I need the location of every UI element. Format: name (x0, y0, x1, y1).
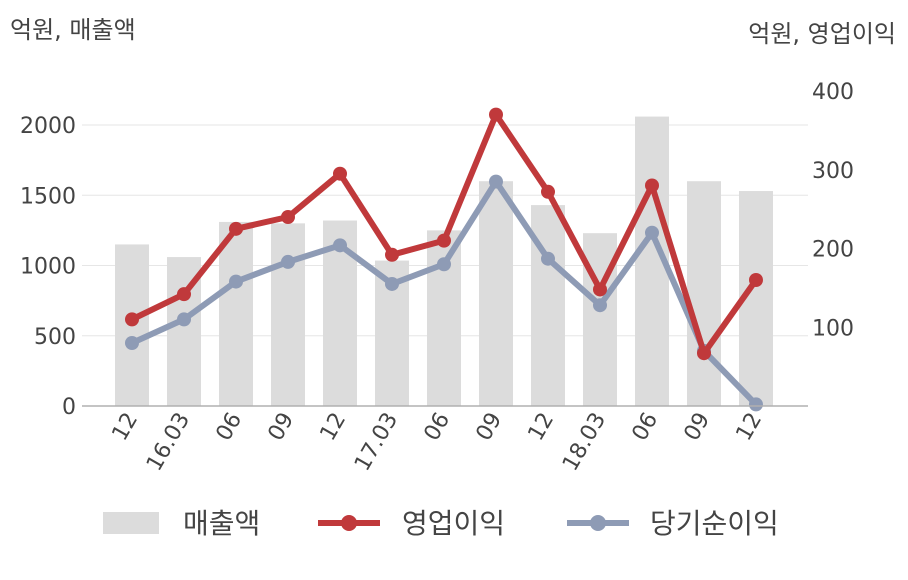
left-tick-label: 1500 (20, 184, 76, 209)
point-net-income (489, 174, 503, 189)
right-tick-label: 100 (812, 316, 854, 341)
x-tick-label: 09 (472, 409, 508, 446)
point-net-income (385, 276, 399, 291)
point-operating-profit (541, 184, 555, 199)
point-net-income (749, 397, 763, 412)
point-operating-profit (177, 287, 191, 302)
bar-revenue (479, 181, 513, 406)
x-tick-label: 12 (732, 409, 768, 446)
right-tick-label: 400 (812, 80, 854, 105)
legend-label-revenue: 매출액 (183, 507, 260, 540)
bar-revenue (531, 205, 565, 406)
bar-revenue (427, 230, 461, 406)
x-tick-label: 17.03 (350, 409, 403, 476)
x-tick-label: 09 (680, 409, 716, 446)
left-tick-label: 2000 (20, 114, 76, 139)
point-operating-profit (645, 178, 659, 193)
legend-swatch-operating-marker (341, 515, 357, 531)
x-tick-label: 06 (628, 409, 664, 446)
legend-swatch-bar (103, 512, 159, 534)
point-net-income (541, 251, 555, 266)
point-operating-profit (489, 107, 503, 122)
bar-revenue (687, 181, 721, 406)
legend-label-operating-profit: 영업이익 (402, 507, 505, 540)
point-operating-profit (749, 273, 763, 287)
point-operating-profit (125, 312, 139, 327)
bar-series (115, 116, 773, 406)
left-tick-label: 1000 (20, 255, 76, 280)
point-net-income (125, 336, 139, 350)
point-net-income (177, 312, 191, 327)
x-tick-label: 12 (524, 409, 560, 446)
point-net-income (333, 238, 347, 253)
line-series (125, 107, 763, 412)
bar-revenue (219, 221, 253, 406)
x-tick-label: 06 (212, 409, 248, 446)
bar-revenue (271, 223, 305, 406)
point-net-income (229, 274, 243, 289)
right-tick-label: 300 (812, 159, 854, 184)
x-tick-label: 18.03 (558, 409, 611, 476)
legend: 매출액 영업이익 당기순이익 (103, 507, 779, 540)
left-tick-label: 0 (62, 395, 76, 420)
legend-label-net-income: 당기순이익 (650, 507, 779, 540)
x-tick-label: 12 (108, 409, 144, 446)
point-operating-profit (385, 247, 399, 262)
right-tick-label: 200 (812, 238, 854, 263)
left-axis-ticks: 0 500 1000 1500 2000 (20, 114, 76, 420)
point-operating-profit (333, 166, 347, 181)
x-tick-label: 06 (420, 409, 456, 446)
point-net-income (593, 298, 607, 313)
point-operating-profit (437, 233, 451, 248)
x-tick-label: 09 (264, 409, 300, 446)
x-tick-label: 16.03 (142, 409, 195, 476)
left-tick-label: 500 (34, 325, 76, 350)
point-operating-profit (697, 346, 711, 361)
right-axis-ticks: 100 200 300 400 (812, 80, 854, 341)
left-unit-label: 억원, 매출액 (10, 16, 136, 44)
x-tick-label: 12 (316, 409, 352, 446)
point-operating-profit (593, 282, 607, 297)
point-operating-profit (281, 210, 295, 224)
legend-swatch-net-marker (590, 515, 606, 531)
point-net-income (645, 225, 659, 240)
point-net-income (437, 257, 451, 272)
right-unit-label: 억원, 영업이익 (748, 20, 896, 48)
point-net-income (281, 254, 295, 269)
point-operating-profit (229, 221, 243, 236)
